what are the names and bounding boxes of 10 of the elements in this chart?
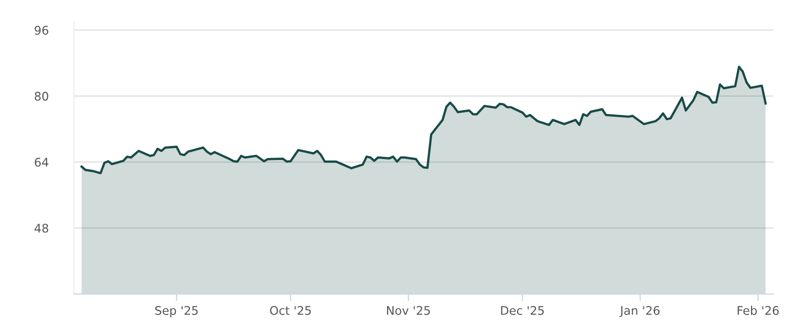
x-tick-label: Sep '25 [155,306,198,318]
y-tick-label: 96 [34,26,48,35]
x-tick-label: Jan '26 [619,306,660,318]
y-tick-label: 48 [34,224,48,233]
x-tick-label: Oct '25 [270,306,311,315]
x-tick-label: Feb '26 [738,306,779,315]
y-tick-label: 64 [34,158,48,167]
x-tick-label: Dec '25 [501,306,544,315]
y-tick-label: 80 [34,92,48,101]
x-tick-label: Nov '25 [387,306,430,315]
